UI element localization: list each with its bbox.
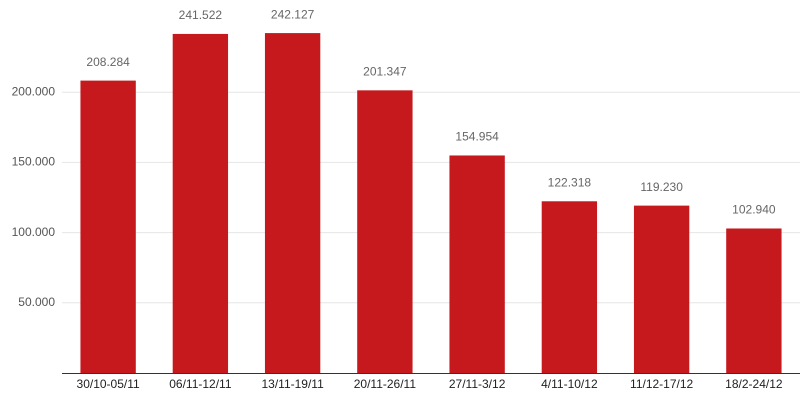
y-tick-label: 50.000 — [18, 295, 55, 309]
bar — [172, 33, 229, 373]
x-tick-label: 18/2-24/12 — [725, 377, 783, 391]
y-tick-label: 150.000 — [12, 155, 56, 169]
data-label: 242.127 — [271, 7, 315, 21]
y-tick-label: 200.000 — [12, 84, 56, 98]
x-tick-label: 06/11-12/11 — [169, 377, 232, 391]
x-tick-label: 27/11-3/12 — [449, 377, 506, 391]
bar — [357, 90, 413, 374]
x-tick-label: 4/11-10/12 — [541, 377, 598, 391]
bar — [633, 205, 690, 373]
x-tick-label: 20/11-26/11 — [354, 377, 417, 391]
bar — [541, 201, 598, 373]
data-label: 201.347 — [363, 65, 407, 79]
data-label: 241.522 — [179, 8, 223, 22]
data-label: 102.940 — [732, 203, 776, 217]
x-tick-label: 11/12-17/12 — [630, 377, 693, 391]
data-label: 154.954 — [455, 130, 499, 144]
x-tick-label: 30/10-05/11 — [77, 377, 140, 391]
bar — [449, 155, 505, 373]
data-label: 208.284 — [86, 55, 130, 69]
bar — [264, 33, 321, 373]
bar — [80, 80, 136, 373]
data-label: 119.230 — [640, 180, 683, 194]
y-tick-label: 100.000 — [12, 225, 56, 239]
x-tick-label: 13/11-19/11 — [261, 377, 324, 391]
bar — [726, 228, 782, 373]
data-label: 122.318 — [548, 175, 592, 189]
